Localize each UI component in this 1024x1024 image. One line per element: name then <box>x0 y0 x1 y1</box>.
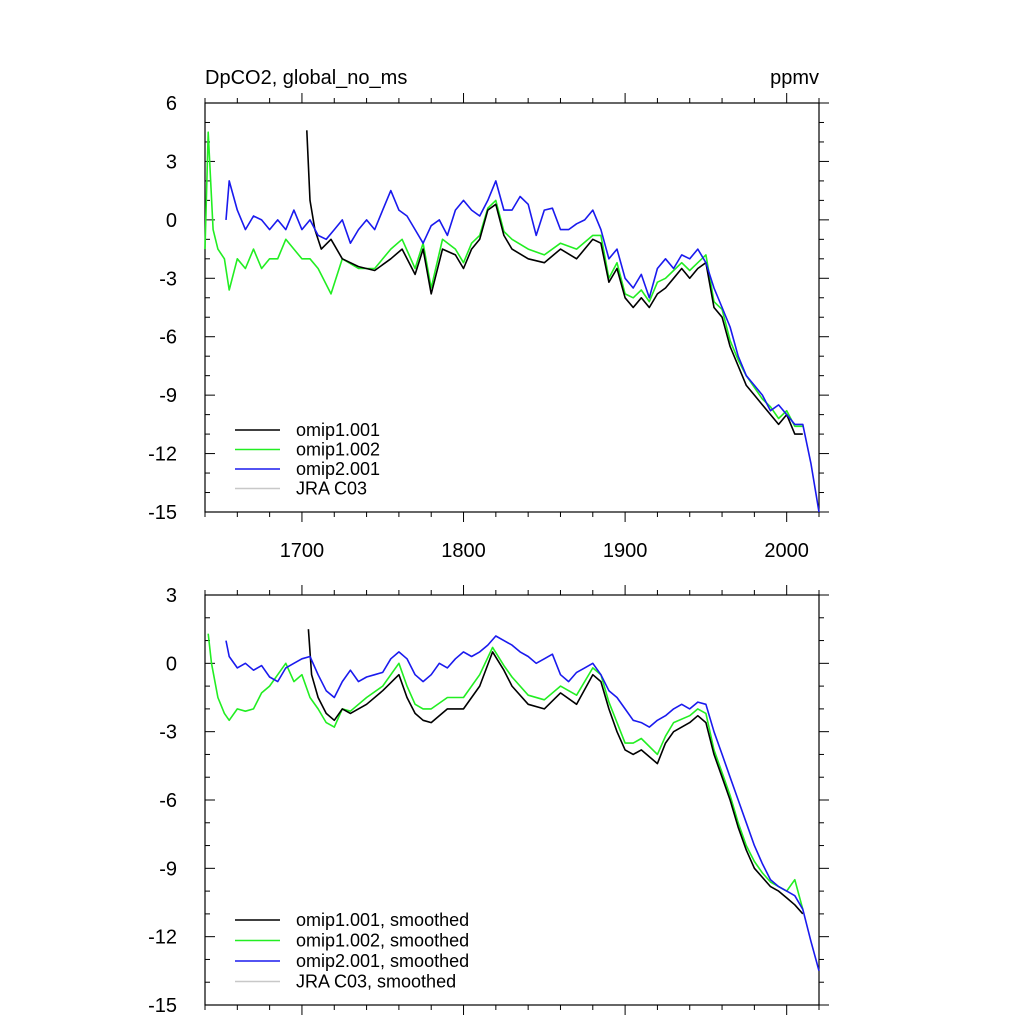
bottom-ytick-label: 3 <box>166 585 177 607</box>
bottom-legend-label: omip1.001, smoothed <box>296 910 469 930</box>
top-xtick-label: 1800 <box>441 540 486 562</box>
top-ytick-label: 3 <box>166 151 177 173</box>
bottom-ytick-label: -15 <box>148 995 177 1017</box>
top-series-line-2 <box>225 180 820 513</box>
top-legend-label: omip2.001 <box>296 459 380 479</box>
top-ytick-label: -6 <box>159 327 177 349</box>
top-ticks: 6 3 0 -3 -6 -9 -12 -15 1700 1800 1900 2000 <box>148 93 829 562</box>
top-title: DpCO2, global_no_ms <box>205 67 407 89</box>
top-xtick-label: 2000 <box>764 540 809 562</box>
top-ytick-label: -9 <box>159 385 177 407</box>
top-series-line-1 <box>204 131 803 428</box>
top-panel: DpCO2, global_no_ms ppmv 6 3 0 -3 -6 -9 -12 -15… <box>148 67 829 562</box>
top-series-group <box>204 130 820 513</box>
top-ytick-label: -12 <box>148 444 177 466</box>
top-ytick-label: -15 <box>148 502 177 524</box>
bottom-ytick-label: -9 <box>159 858 177 880</box>
bottom-series-line-0 <box>307 629 804 915</box>
top-series-line-0 <box>306 130 803 435</box>
top-xtick-label: 1900 <box>603 540 648 562</box>
bottom-series-group <box>207 629 820 972</box>
bottom-panel: 3 0 -3 -6 -9 -12 -15 omip1.001, smoothedomip1.… <box>148 585 829 1017</box>
bottom-ytick-label: 0 <box>166 653 177 675</box>
bottom-series-line-2 <box>225 635 820 972</box>
bottom-ytick-label: -3 <box>159 722 177 744</box>
top-units: ppmv <box>770 67 819 89</box>
top-legend-label: JRA C03 <box>296 479 367 499</box>
bottom-legend-label: omip2.001, smoothed <box>296 951 469 971</box>
bottom-legend-label: omip1.002, smoothed <box>296 931 469 951</box>
top-plot-frame <box>204 102 820 513</box>
bottom-legend-label: JRA C03, smoothed <box>296 972 456 992</box>
top-legend-label: omip1.001 <box>296 420 380 440</box>
top-legend-label: omip1.002 <box>296 440 380 460</box>
top-ytick-label: 0 <box>166 210 177 232</box>
top-ytick-label: -3 <box>159 268 177 290</box>
bottom-series-line-1 <box>207 633 804 910</box>
bottom-ticks: 3 0 -3 -6 -9 -12 -15 <box>148 585 829 1017</box>
bottom-ytick-label: -12 <box>148 927 177 949</box>
top-xtick-label: 1700 <box>280 540 325 562</box>
bottom-ytick-label: -6 <box>159 790 177 812</box>
top-ytick-label: 6 <box>166 93 177 115</box>
